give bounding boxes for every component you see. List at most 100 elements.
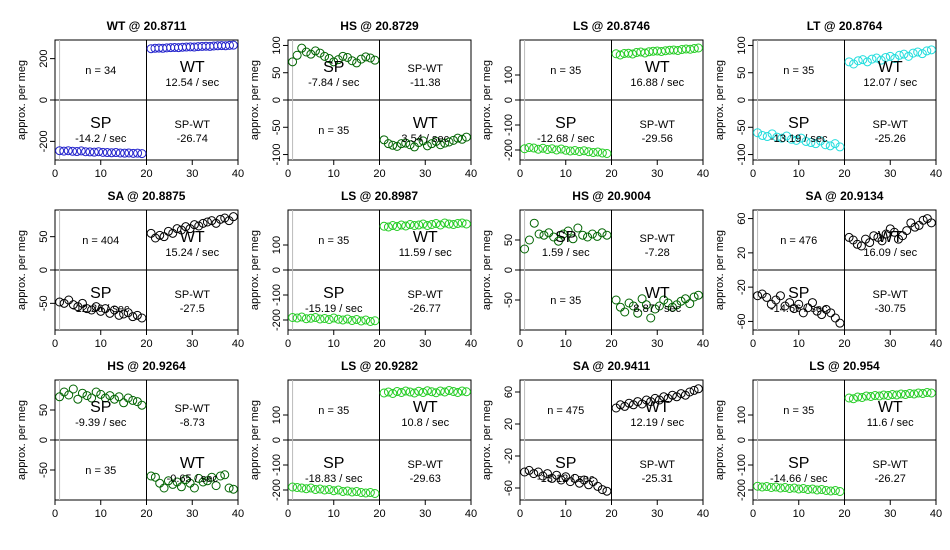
x-tick-label: 30 <box>419 338 431 350</box>
quadrant-value: -26.27 <box>875 473 906 485</box>
x-tick-label: 20 <box>838 168 850 180</box>
data-point <box>789 483 799 493</box>
y-axis-label: approx. per meg <box>481 60 493 140</box>
sample-count: n = 35 <box>85 465 116 477</box>
data-point <box>453 133 463 143</box>
data-point <box>611 295 621 305</box>
data-point <box>667 302 677 312</box>
data-point <box>288 313 298 322</box>
quadrant-rate: -9.39 / sec <box>75 417 127 429</box>
data-point <box>798 308 808 318</box>
x-tick-label: 30 <box>186 508 198 520</box>
x-tick-label: 30 <box>186 168 198 180</box>
data-point <box>597 148 607 158</box>
y-axis-label: approx. per meg <box>714 400 726 480</box>
data-point <box>584 147 594 157</box>
data-point <box>602 230 612 240</box>
data-point <box>301 47 311 57</box>
data-point <box>853 392 863 402</box>
data-point <box>520 244 530 254</box>
y-tick-label: 100 <box>736 36 748 54</box>
data-point <box>324 315 334 324</box>
data-point <box>556 144 566 154</box>
quadrant-rate: -14.66 / sec <box>770 473 828 485</box>
x-tick-label: 40 <box>930 338 942 350</box>
data-point <box>414 138 424 148</box>
data-point <box>624 398 634 408</box>
sample-count: n = 475 <box>547 405 584 417</box>
sample-count: n = 404 <box>82 235 119 247</box>
data-point <box>68 384 78 394</box>
y-axis-label: approx. per meg <box>481 400 493 480</box>
quadrant-label: WT <box>645 59 670 76</box>
data-point <box>676 389 686 399</box>
data-point <box>77 388 87 398</box>
data-point <box>552 470 562 480</box>
data-point <box>640 48 650 58</box>
x-tick-label: 0 <box>517 338 523 350</box>
data-point <box>637 294 647 304</box>
quadrant-rate: -13.12 / sec <box>537 473 595 485</box>
data-point <box>155 230 165 240</box>
x-tick-label: 40 <box>232 168 244 180</box>
data-point <box>128 312 138 322</box>
data-point <box>870 391 880 400</box>
data-point <box>194 221 204 231</box>
data-point <box>812 485 822 495</box>
y-tick-label: 60 <box>736 212 748 224</box>
data-point <box>615 302 625 312</box>
data-point <box>352 315 362 324</box>
data-point <box>777 133 787 143</box>
data-point <box>82 304 92 314</box>
data-point <box>320 485 330 495</box>
quadrant-value: -25.31 <box>642 473 673 485</box>
data-point <box>150 472 160 482</box>
data-point <box>315 48 325 58</box>
y-tick-label: -50 <box>38 462 50 478</box>
data-point <box>292 483 302 492</box>
data-point <box>520 144 530 154</box>
data-point <box>365 53 375 63</box>
data-point <box>879 390 889 400</box>
data-point <box>587 229 597 239</box>
data-point <box>119 309 129 319</box>
data-point <box>869 231 879 241</box>
x-tick-label: 10 <box>560 168 572 180</box>
panel-8: SA @ 20.9134 0 10 20 30 40 -60 -20 20 60 approx. p… <box>714 189 942 350</box>
data-point <box>338 315 348 325</box>
quadrant-rate: -14.2 / sec <box>75 133 127 145</box>
quadrant-label: SP <box>788 115 809 132</box>
data-point <box>801 136 811 146</box>
data-point <box>539 230 549 240</box>
data-point <box>874 391 884 401</box>
data-point <box>574 147 584 156</box>
data-point <box>224 483 234 493</box>
x-tick-label: 30 <box>419 168 431 180</box>
data-point <box>918 215 928 225</box>
panel-9: HS @ 20.9264 0 10 20 30 40 -50 0 50 approx. per m… <box>16 359 244 520</box>
data-point <box>315 484 325 494</box>
data-point <box>388 140 398 150</box>
data-point <box>646 313 656 323</box>
y-tick-label: -100 <box>503 114 515 136</box>
data-point <box>159 483 169 493</box>
y-tick-label: -60 <box>736 313 748 329</box>
data-point <box>757 130 767 140</box>
panel-title: HS @ 20.8729 <box>340 19 419 33</box>
y-tick-label: -50 <box>271 119 283 135</box>
y-tick-label: 50 <box>503 234 515 246</box>
x-tick-label: 20 <box>373 168 385 180</box>
data-point <box>910 222 920 232</box>
data-point <box>588 477 598 487</box>
x-tick-label: 30 <box>651 168 663 180</box>
data-point <box>85 147 95 157</box>
panel-10: LS @ 20.9282 0 10 20 30 40 -200 -100 0 100 approx.… <box>249 359 477 520</box>
data-point <box>899 49 909 59</box>
x-tick-label: 10 <box>328 168 340 180</box>
data-point <box>414 386 424 396</box>
data-point <box>767 129 777 139</box>
data-point <box>405 387 415 397</box>
data-point <box>310 46 320 56</box>
data-point <box>401 221 411 231</box>
data-point <box>338 487 348 496</box>
